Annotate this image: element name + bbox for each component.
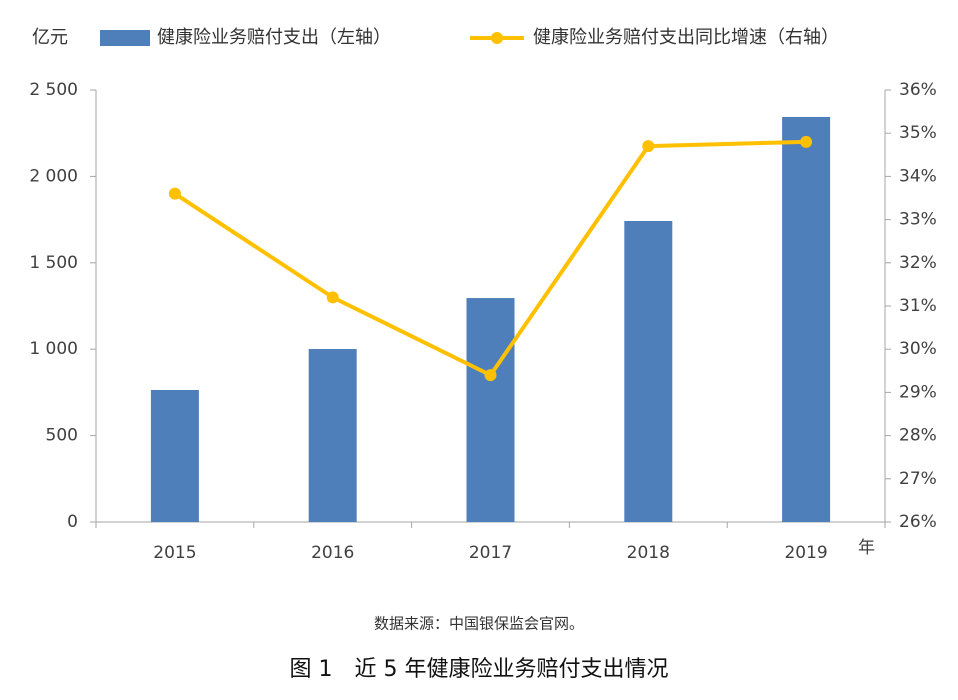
y-tick-label: 1 000 bbox=[29, 339, 78, 359]
figure-caption: 图 1 近 5 年健康险业务赔付支出情况 bbox=[290, 657, 669, 682]
y2-tick-label: 29% bbox=[899, 382, 937, 402]
source-note: 数据来源：中国银保监会官网。 bbox=[374, 615, 584, 633]
y-tick-label: 0 bbox=[67, 512, 78, 532]
y2-tick-label: 30% bbox=[899, 339, 937, 359]
bar bbox=[466, 298, 515, 522]
y2-tick-label: 31% bbox=[899, 296, 937, 316]
legend-swatch bbox=[491, 32, 503, 44]
line-point bbox=[326, 291, 339, 304]
y2-tick-label: 33% bbox=[899, 210, 937, 230]
y-tick-label: 2 500 bbox=[29, 80, 78, 100]
y2-tick-label: 26% bbox=[899, 512, 937, 532]
x-tick-label: 2018 bbox=[627, 543, 670, 563]
bar bbox=[782, 116, 831, 523]
line-point bbox=[484, 369, 497, 382]
legend-label: 健康险业务赔付支出同比增速（右轴） bbox=[533, 27, 839, 48]
line-point bbox=[168, 187, 181, 200]
x-axis-unit: 年 bbox=[858, 538, 875, 558]
line-point bbox=[642, 140, 655, 153]
y2-tick-label: 35% bbox=[899, 123, 937, 143]
y2-tick-label: 28% bbox=[899, 426, 937, 446]
y2-tick-label: 27% bbox=[899, 469, 937, 489]
x-tick-label: 2019 bbox=[784, 543, 827, 563]
y2-tick-label: 32% bbox=[899, 253, 937, 273]
y-tick-label: 500 bbox=[46, 426, 78, 446]
bar bbox=[150, 389, 199, 522]
y2-tick-label: 34% bbox=[899, 166, 937, 186]
y2-tick-label: 36% bbox=[899, 80, 937, 100]
line-point bbox=[800, 135, 813, 148]
x-tick-label: 2015 bbox=[153, 543, 196, 563]
legend-label: 健康险业务赔付支出（左轴） bbox=[157, 27, 391, 48]
bar bbox=[624, 220, 673, 522]
x-tick-label: 2016 bbox=[311, 543, 354, 563]
bar bbox=[308, 349, 357, 522]
y-tick-label: 1 500 bbox=[29, 253, 78, 273]
y-axis-unit: 亿元 bbox=[32, 27, 68, 48]
y-tick-label: 2 000 bbox=[29, 166, 78, 186]
x-tick-label: 2017 bbox=[469, 543, 512, 563]
legend-swatch bbox=[100, 30, 150, 46]
